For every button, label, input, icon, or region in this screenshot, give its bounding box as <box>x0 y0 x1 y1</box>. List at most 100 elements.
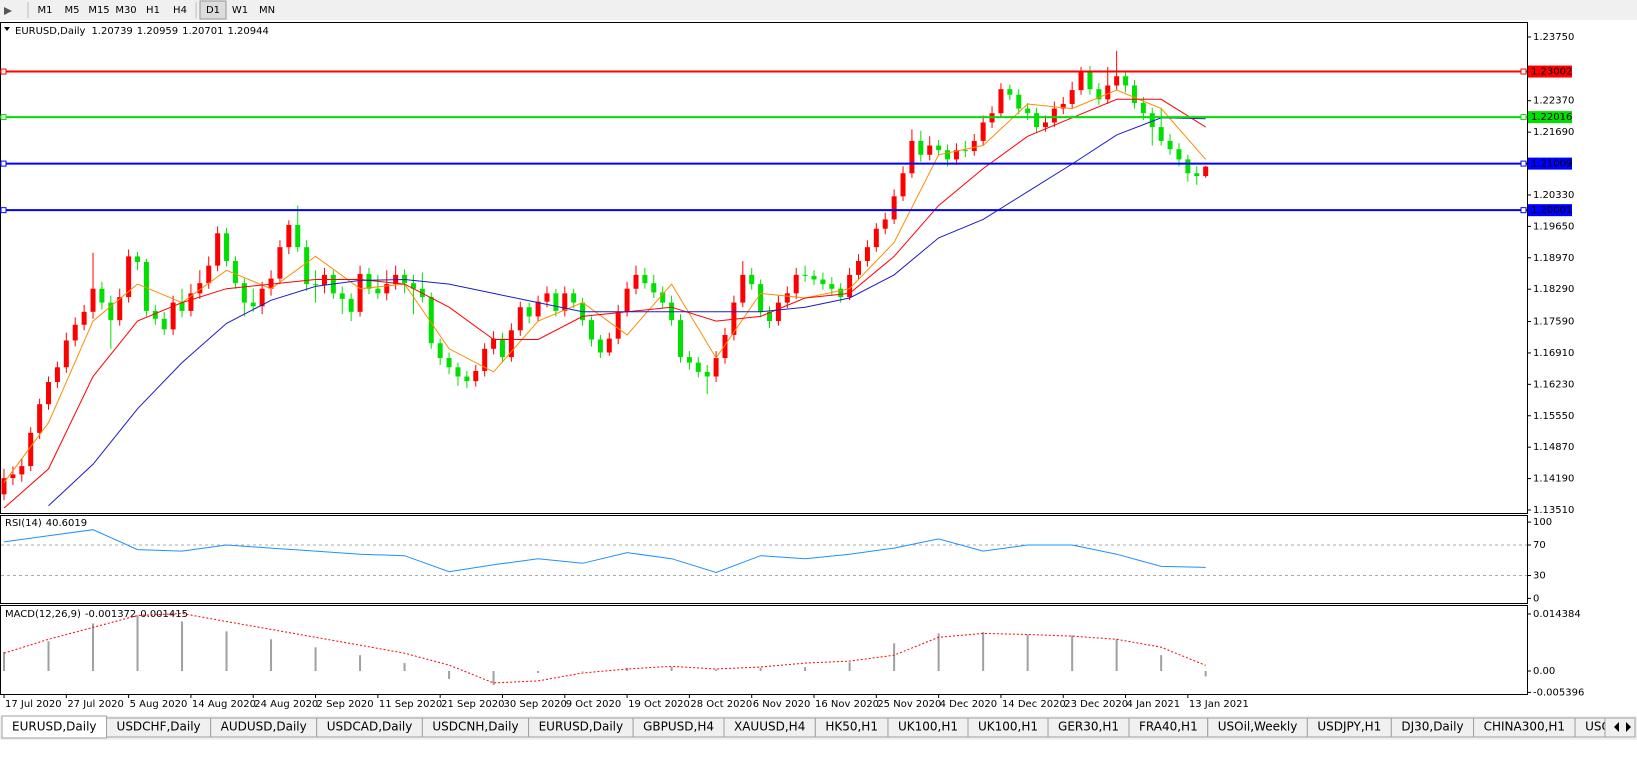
tab[interactable]: USDCAD,Daily <box>316 717 423 738</box>
tab-label[interactable]: DJ30,Daily <box>1401 720 1463 734</box>
timeframe-label[interactable]: M5 <box>65 5 80 16</box>
tab-label[interactable]: GBPUSD,H4 <box>643 720 714 734</box>
moving-average <box>3 89 1207 483</box>
tab-label[interactable]: AUDUSD,Daily <box>221 720 307 734</box>
x-tick-label: 4 Jan 2021 <box>1127 699 1181 710</box>
candle-body <box>882 219 888 229</box>
candle-body <box>1 478 7 495</box>
timeframe-button[interactable] <box>140 1 166 19</box>
tab-scroll-left <box>1614 722 1619 732</box>
candle-body <box>250 302 256 307</box>
tab-label[interactable]: EURUSD,Daily <box>539 720 624 734</box>
tab-label[interactable]: USDJPY,H1 <box>1317 720 1381 734</box>
tab-label[interactable]: USDCAD,Daily <box>327 720 413 734</box>
tab-scroll[interactable] <box>1604 717 1636 738</box>
macd-bar <box>492 671 495 685</box>
candle-body <box>384 284 390 294</box>
tab-label[interactable]: CHINA300,H1 <box>1484 720 1566 734</box>
candle-body <box>1131 85 1137 104</box>
timeframe-label[interactable]: M30 <box>115 5 136 16</box>
candle-body <box>526 307 532 317</box>
x-tick-label: 11 Sep 2020 <box>379 699 442 710</box>
tab-label[interactable]: FRA40,H1 <box>1139 720 1198 734</box>
tab-label[interactable]: HK50,H1 <box>825 720 878 734</box>
tab[interactable]: GBPUSD,H4 <box>632 717 725 738</box>
tab[interactable]: USOil,Weekly <box>1207 717 1308 738</box>
candle-body <box>571 293 577 303</box>
level-handle <box>0 114 7 121</box>
tab[interactable]: UK100,H1 <box>967 717 1049 738</box>
timeframe-label[interactable]: M1 <box>38 5 53 16</box>
timeframe-button[interactable] <box>199 0 227 20</box>
candle-body <box>713 358 719 377</box>
tab-label[interactable]: EURUSD,Daily <box>12 720 97 734</box>
tab[interactable]: AUDUSD,Daily <box>210 717 318 738</box>
timeframe-label[interactable]: W1 <box>232 5 248 16</box>
tab[interactable]: USDCHF,Daily <box>106 717 212 738</box>
timeframe-label[interactable]: MN <box>259 5 275 16</box>
candle-body <box>918 140 924 155</box>
macd-bar <box>359 655 362 672</box>
tab-label[interactable]: USDCHF,Daily <box>117 720 201 734</box>
tab[interactable]: EURUSD,Daily <box>528 717 634 738</box>
tab[interactable]: USDJPY,H1 <box>1306 717 1392 738</box>
tab[interactable]: DJ30,Daily <box>1390 717 1475 738</box>
timeframe-button[interactable] <box>167 1 193 19</box>
candle-body <box>980 122 986 141</box>
x-tick-label: 2 Sep 2020 <box>317 699 374 710</box>
tab-label[interactable]: UK100,H1 <box>898 720 958 734</box>
candle-body <box>1016 94 1022 109</box>
level-label-box <box>1528 204 1572 217</box>
level-handle <box>1520 160 1527 167</box>
candle-body <box>1123 76 1129 86</box>
timeframe-button[interactable] <box>227 1 253 19</box>
candle-body <box>695 362 701 372</box>
macd-bar <box>982 632 985 672</box>
timeframe-label[interactable]: D1 <box>206 5 220 16</box>
timeframe-button[interactable] <box>254 1 280 19</box>
candle-body <box>891 196 897 220</box>
timeframe-label[interactable]: M15 <box>88 5 109 16</box>
timeframe-button[interactable] <box>113 1 139 19</box>
macd-bar <box>225 631 228 672</box>
macd-bar <box>1204 671 1207 677</box>
header-value: -0.001372 <box>85 609 136 620</box>
x-tick-label: 19 Oct 2020 <box>628 699 690 710</box>
tab[interactable]: UK100,H1 <box>887 717 969 738</box>
candle-body <box>28 432 34 467</box>
timeframe-button[interactable] <box>86 1 112 19</box>
tab[interactable]: USDCNH,Daily <box>421 717 530 738</box>
candle-body <box>900 173 906 197</box>
toolbar <box>0 0 1637 20</box>
timeframe-label[interactable]: H4 <box>173 5 187 16</box>
tab[interactable]: HK50,H1 <box>814 717 889 738</box>
timeframe-button[interactable] <box>32 1 58 19</box>
macd-bar <box>1115 639 1118 672</box>
tab-label[interactable]: USOil,Weekly <box>1218 720 1298 734</box>
candle-body <box>606 338 612 353</box>
timeframe-button[interactable] <box>59 1 85 19</box>
y-tick-label: 1.23750 <box>1533 32 1574 43</box>
candle-body <box>135 256 141 262</box>
tab[interactable]: CHINA300,H1 <box>1473 717 1576 738</box>
macd-bar <box>670 667 673 672</box>
moving-average <box>48 117 1206 507</box>
tab-label[interactable]: XAUUSD,H4 <box>734 720 805 734</box>
tab[interactable]: EURUSD,Daily <box>1 715 108 739</box>
candle-body <box>46 382 52 405</box>
tab-label[interactable]: UK100,H1 <box>978 720 1038 734</box>
tab-label[interactable]: GER30,H1 <box>1058 720 1119 734</box>
tab[interactable]: FRA40,H1 <box>1128 717 1209 738</box>
macd-bar <box>3 651 6 672</box>
candle-body <box>126 256 132 298</box>
candle-body <box>856 261 862 275</box>
candle-body <box>508 330 514 358</box>
timeframe-label[interactable]: H1 <box>146 5 160 16</box>
tab-label[interactable]: USDCNH,Daily <box>432 720 518 734</box>
candle-body <box>286 224 292 248</box>
tab[interactable]: XAUUSD,H4 <box>723 717 816 738</box>
candle-body <box>63 340 69 368</box>
tab[interactable]: GER30,H1 <box>1047 717 1130 738</box>
candle-body <box>1051 108 1057 123</box>
